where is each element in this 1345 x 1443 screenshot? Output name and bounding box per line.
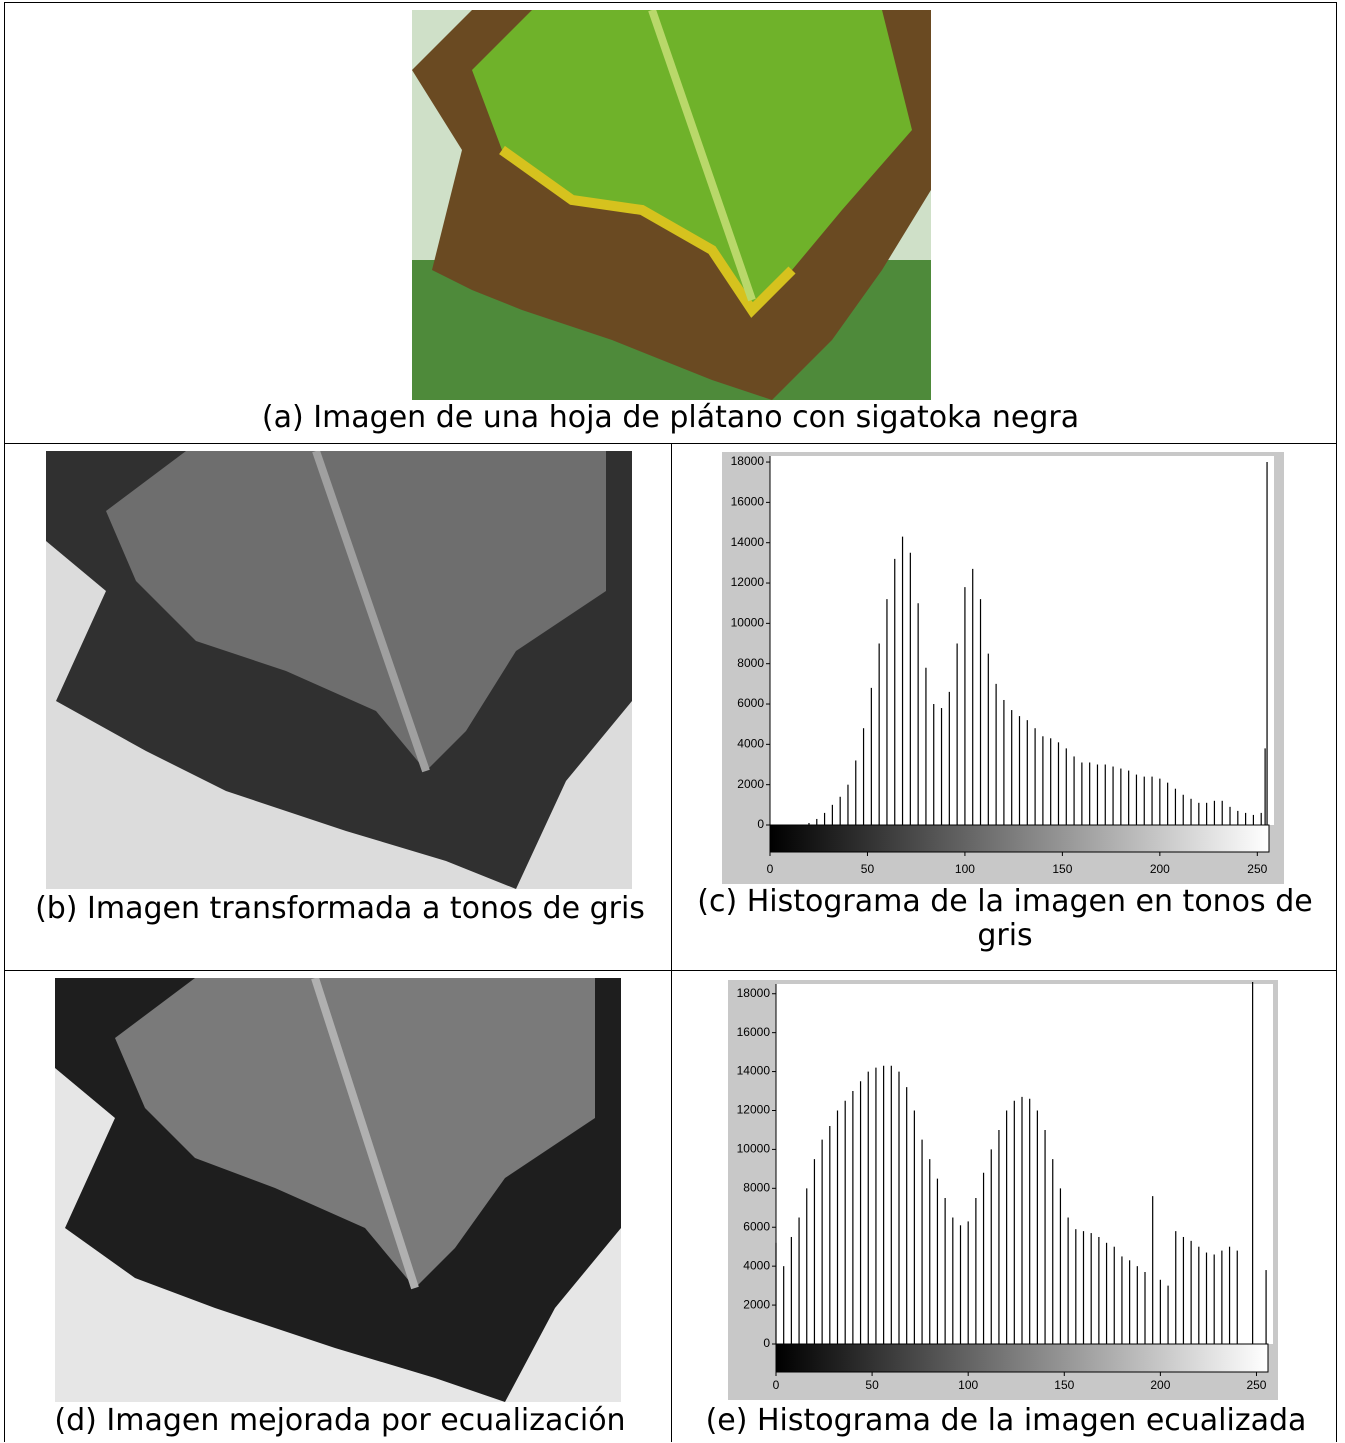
colorbar	[776, 1344, 1268, 1372]
y-tick-label: 6000	[743, 1219, 770, 1233]
y-tick-label: 14000	[737, 1064, 771, 1078]
y-tick-label: 18000	[731, 454, 765, 468]
y-tick-label: 2000	[743, 1297, 770, 1311]
y-tick-label: 12000	[737, 1103, 771, 1117]
x-tick-label: 250	[1246, 1378, 1266, 1392]
histogram: 0200040006000800010000120001400016000180…	[728, 980, 1278, 1400]
y-tick-label: 0	[757, 817, 764, 831]
x-tick-label: 100	[958, 1378, 978, 1392]
x-tick-label: 0	[773, 1378, 780, 1392]
x-tick-label: 100	[955, 862, 975, 876]
equalized-photo	[55, 978, 621, 1402]
y-tick-label: 8000	[743, 1180, 770, 1194]
caption: (c) Histograma de la imagen en tonos de …	[680, 885, 1330, 953]
histogram: 0200040006000800010000120001400016000180…	[722, 452, 1284, 884]
gray-photo	[46, 451, 632, 889]
plot-area	[770, 456, 1274, 825]
leaf-photo	[412, 10, 931, 400]
y-tick-label: 10000	[737, 1142, 771, 1156]
y-tick-label: 14000	[731, 535, 765, 549]
y-tick-label: 12000	[731, 575, 765, 589]
caption: (d) Imagen mejorada por ecualización	[20, 1404, 660, 1438]
y-tick-label: 2000	[737, 777, 764, 791]
caption: (a) Imagen de una hoja de plátano con si…	[5, 401, 1336, 435]
x-tick-label: 200	[1150, 1378, 1170, 1392]
x-tick-label: 0	[767, 862, 774, 876]
page: (a) Imagen de una hoja de plátano con si…	[0, 0, 1345, 1443]
y-tick-label: 16000	[731, 495, 765, 509]
x-tick-label: 200	[1150, 862, 1170, 876]
x-tick-label: 250	[1247, 862, 1267, 876]
y-tick-label: 6000	[737, 696, 764, 710]
y-tick-label: 16000	[737, 1025, 771, 1039]
y-tick-label: 10000	[731, 616, 765, 630]
x-tick-label: 150	[1052, 862, 1072, 876]
y-tick-label: 8000	[737, 656, 764, 670]
caption: (e) Histograma de la imagen ecualizada	[676, 1404, 1336, 1438]
x-tick-label: 150	[1054, 1378, 1074, 1392]
colorbar	[770, 825, 1269, 852]
x-tick-label: 50	[865, 1378, 879, 1392]
y-tick-label: 4000	[737, 737, 764, 751]
x-tick-label: 50	[861, 862, 875, 876]
caption: (b) Imagen transformada a tonos de gris	[30, 892, 650, 926]
y-tick-label: 18000	[737, 986, 771, 1000]
y-tick-label: 0	[763, 1336, 770, 1350]
y-tick-label: 4000	[743, 1258, 770, 1272]
